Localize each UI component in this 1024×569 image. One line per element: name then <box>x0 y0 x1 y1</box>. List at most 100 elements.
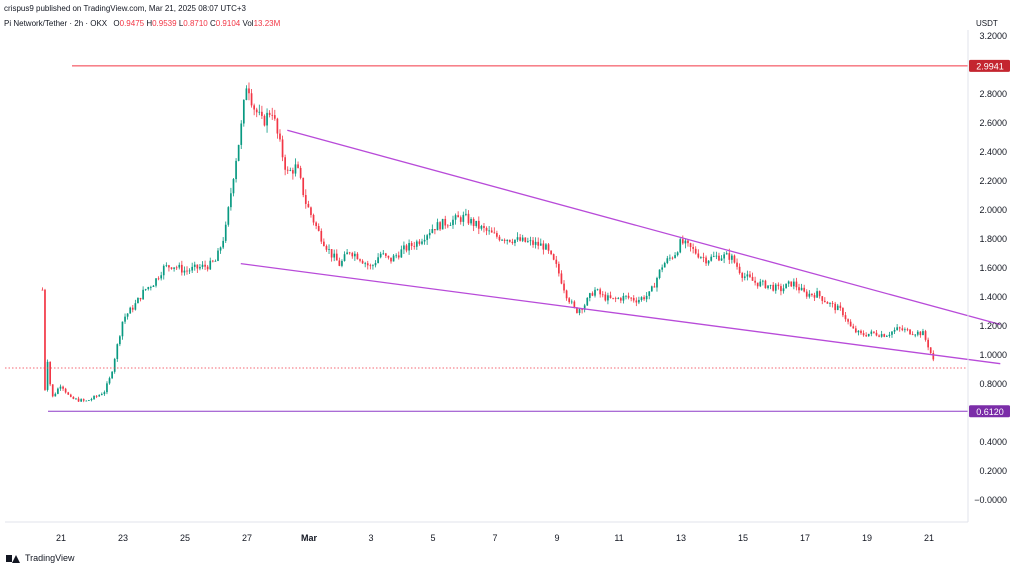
candle-body <box>258 111 261 113</box>
open-value: 0.9475 <box>119 19 145 28</box>
candle-body <box>271 114 274 116</box>
tradingview-footer[interactable]: TradingView <box>6 553 75 563</box>
symbol-label[interactable]: Pi Network/Tether · 2h · OKX <box>4 19 108 28</box>
trendline-lower[interactable] <box>240 263 1001 365</box>
tradingview-logo-icon <box>6 553 20 563</box>
candle-body <box>44 289 46 390</box>
candle-body <box>901 328 904 331</box>
candle-body <box>839 305 842 309</box>
candle-body <box>379 253 382 258</box>
candle-body <box>823 300 826 302</box>
candle-body <box>694 248 697 254</box>
candle-body <box>929 347 932 354</box>
candle-body <box>772 284 775 291</box>
candle-body <box>550 250 552 255</box>
candle-body <box>41 289 44 291</box>
candle-body <box>165 265 168 267</box>
candle-body <box>609 295 612 298</box>
candle-body <box>428 232 431 236</box>
candle-body <box>539 243 542 246</box>
candle-body <box>728 253 731 260</box>
candle-body <box>857 330 860 333</box>
x-tick-label: Mar <box>301 533 318 543</box>
candle-body <box>759 281 762 287</box>
candle-body <box>622 295 625 301</box>
candle-body <box>555 259 558 264</box>
candle-body <box>279 133 281 140</box>
candle-body <box>805 291 808 297</box>
candle-body <box>372 265 374 267</box>
x-tick-label: 7 <box>492 533 497 543</box>
candle-body <box>343 254 346 261</box>
candle-body <box>302 177 305 196</box>
candle-body <box>307 203 310 208</box>
candle-body <box>725 253 728 255</box>
candle-body <box>470 218 472 224</box>
candle-body <box>599 289 602 295</box>
candle-body <box>54 393 57 397</box>
candle-body <box>356 253 359 260</box>
candle-body <box>679 239 682 253</box>
candle-body <box>516 237 519 240</box>
candle-body <box>434 229 436 231</box>
candle-body <box>188 270 191 272</box>
candle-body <box>250 93 253 106</box>
candle-body <box>493 232 496 234</box>
candle-body <box>467 213 470 224</box>
candle-body <box>276 118 279 134</box>
candle-body <box>294 164 297 174</box>
volume-value: 13.23M <box>253 19 281 28</box>
candle-body <box>155 278 157 286</box>
candle-body <box>242 99 245 124</box>
y-axis[interactable]: 3.2000 2.8000 2.6000 2.4000 2.2000 2.0000 1.80… <box>967 30 1010 522</box>
x-tick-label: 11 <box>614 533 623 543</box>
x-tick-label: 15 <box>738 533 748 543</box>
candle-body <box>563 283 565 291</box>
candle-body <box>369 265 372 267</box>
candle-body <box>749 274 751 277</box>
candle-body <box>240 123 243 145</box>
candle-body <box>888 334 891 336</box>
candle-body <box>235 160 237 180</box>
candle-body <box>607 295 609 301</box>
candle-body <box>178 264 181 268</box>
candle-body <box>82 399 85 401</box>
candle-body <box>527 241 529 242</box>
candle-body <box>312 214 315 223</box>
candle-body <box>878 335 880 337</box>
x-axis[interactable]: 21 23 25 27 Mar 3 5 7 9 11 13 15 17 19 21 <box>5 521 968 543</box>
candle-body <box>330 249 333 258</box>
candle-body <box>75 398 77 400</box>
candle-body <box>413 245 416 247</box>
candle-body <box>697 253 700 258</box>
candle-body <box>514 239 516 244</box>
candle-body <box>762 280 764 282</box>
candle-body <box>503 239 506 241</box>
candle-body <box>738 266 741 274</box>
candle-body <box>335 253 338 261</box>
candle-body <box>90 399 93 401</box>
candle-body <box>632 297 635 301</box>
x-tick-label: 23 <box>118 533 128 543</box>
candle-body <box>712 256 715 258</box>
x-tick-label: 9 <box>554 533 559 543</box>
candle-body <box>162 265 165 276</box>
candle-body <box>818 291 821 297</box>
candle-body <box>441 218 444 230</box>
candle-body <box>570 301 573 303</box>
candle-body <box>829 303 831 304</box>
candle-body <box>217 250 219 261</box>
candle-body <box>80 399 82 402</box>
candle-body <box>927 339 929 348</box>
trendline-upper[interactable] <box>287 129 1001 326</box>
candle-body <box>733 255 736 263</box>
candle-body <box>893 329 896 332</box>
candle-body <box>183 270 186 273</box>
candle-body <box>131 307 134 310</box>
candle-body <box>687 240 689 244</box>
x-tick-label: 25 <box>180 533 190 543</box>
candle-body <box>826 301 829 304</box>
candle-body <box>596 289 599 291</box>
candle-body <box>532 240 534 245</box>
